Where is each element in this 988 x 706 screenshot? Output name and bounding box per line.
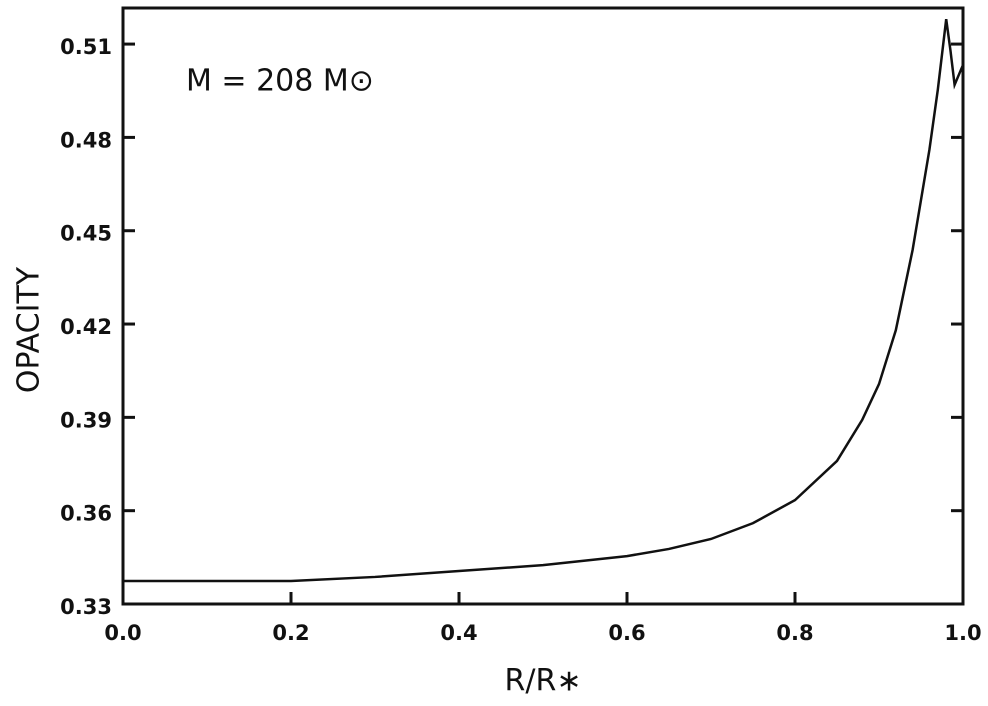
y-tick-label: 0.33 <box>60 595 112 619</box>
y-tick-label: 0.39 <box>60 408 112 432</box>
x-tick-label: 0.6 <box>608 621 645 645</box>
x-tick-label: 0.4 <box>440 621 477 645</box>
x-tick-label: 0.2 <box>272 621 309 645</box>
plot-frame <box>121 6 965 606</box>
y-tick-label: 0.42 <box>60 315 112 339</box>
y-tick-label: 0.48 <box>60 128 112 152</box>
annotation: M = 208 M⊙ <box>186 64 374 99</box>
x-axis-title: R/R∗ <box>505 664 582 699</box>
x-tick-label: 0.8 <box>776 621 813 645</box>
x-tick-label: 1.0 <box>944 621 981 645</box>
y-tick-label: 0.51 <box>60 35 112 59</box>
x-tick-label: 0.0 <box>104 621 141 645</box>
y-tick-label: 0.45 <box>60 222 112 246</box>
line-series <box>123 19 965 583</box>
y-axis-title: OPACITY <box>12 266 47 393</box>
y-tick-label: 0.36 <box>60 502 112 526</box>
